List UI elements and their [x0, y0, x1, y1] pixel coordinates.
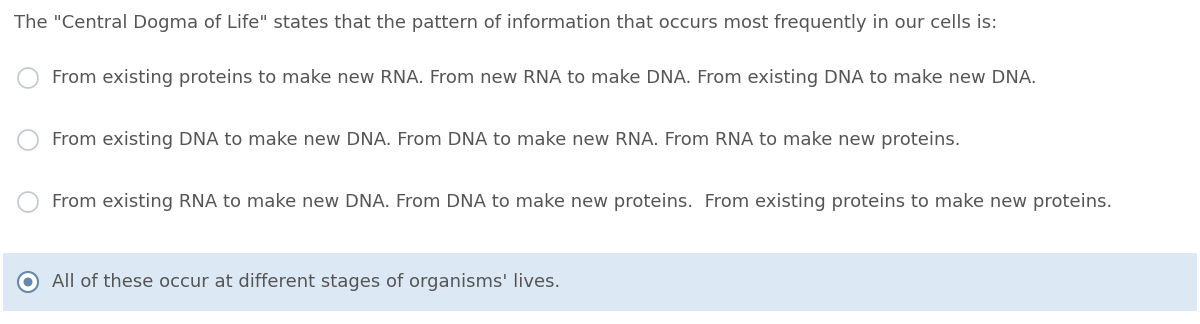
- Ellipse shape: [24, 277, 32, 286]
- FancyBboxPatch shape: [2, 253, 1198, 311]
- Ellipse shape: [18, 130, 38, 150]
- Ellipse shape: [18, 272, 38, 292]
- Text: From existing DNA to make new DNA. From DNA to make new RNA. From RNA to make ne: From existing DNA to make new DNA. From …: [52, 131, 960, 149]
- Text: From existing RNA to make new DNA. From DNA to make new proteins.  From existing: From existing RNA to make new DNA. From …: [52, 193, 1112, 211]
- Ellipse shape: [18, 192, 38, 212]
- Text: The "Central Dogma of Life" states that the pattern of information that occurs m: The "Central Dogma of Life" states that …: [14, 14, 997, 32]
- Text: All of these occur at different stages of organisms' lives.: All of these occur at different stages o…: [52, 273, 560, 291]
- Ellipse shape: [18, 68, 38, 88]
- Text: From existing proteins to make new RNA. From new RNA to make DNA. From existing : From existing proteins to make new RNA. …: [52, 69, 1037, 87]
